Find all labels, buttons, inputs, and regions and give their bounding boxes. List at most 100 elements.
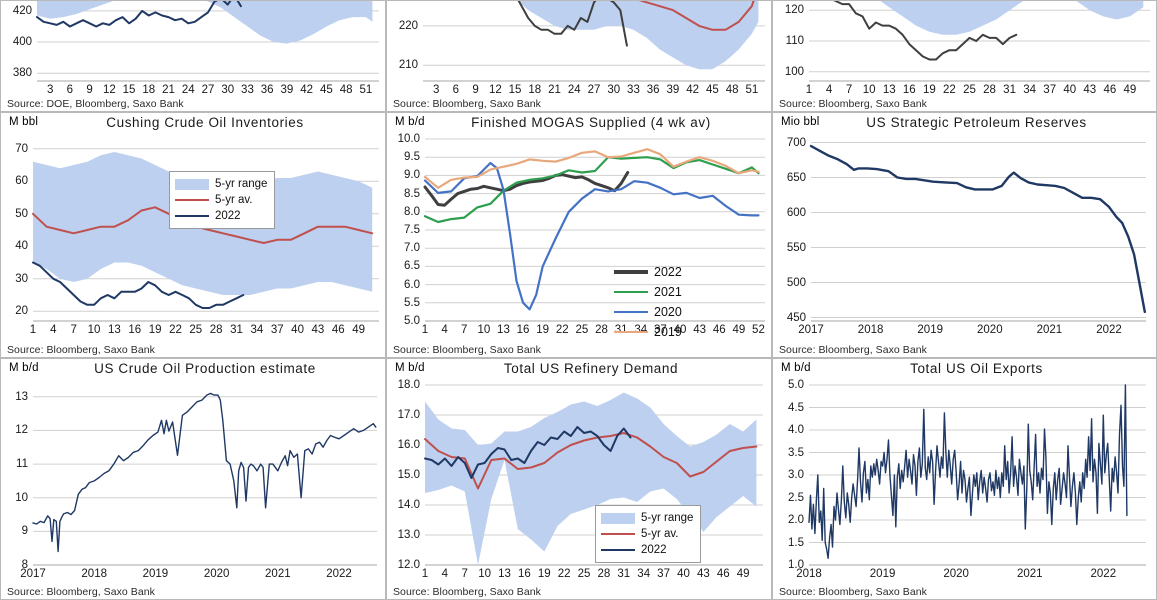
- y-axis-tick-label: 10: [15, 491, 28, 504]
- y-axis-tick-label: 1.5: [788, 536, 804, 549]
- plot-area: [36, 1, 379, 82]
- y-axis-tick-label: 6.0: [404, 278, 420, 291]
- plot-area: [808, 384, 1146, 566]
- x-axis-tick-label: 34: [634, 324, 648, 336]
- x-axis-tick-label: 28: [983, 84, 996, 96]
- x-axis-tick-label: 25: [963, 84, 976, 96]
- x-axis-tick-label: 45: [705, 84, 719, 96]
- x-axis-tick-label: 16: [128, 324, 142, 336]
- x-axis-tick-label: 19: [148, 324, 162, 336]
- legend-item: 2022: [175, 208, 267, 224]
- y-axis-unit-label: M b/d: [781, 362, 811, 374]
- x-axis-tick-label: 12: [102, 84, 116, 96]
- legend-line-swatch: [614, 270, 648, 274]
- x-axis-tick-label: 34: [250, 324, 264, 336]
- x-axis-tick-label: 46: [1103, 84, 1117, 96]
- source-note: Source: DOE, Bloomberg, Saxo Bank: [7, 98, 184, 110]
- x-axis-tick-label: 39: [280, 84, 294, 96]
- chart-title: Total US Oil Exports: [910, 361, 1043, 376]
- y-axis-tick-label: 3.5: [788, 446, 804, 459]
- legend-label: 5-yr av.: [215, 194, 253, 206]
- x-axis-tick-label: 22: [557, 568, 571, 580]
- x-axis-tick-label: 48: [725, 84, 739, 96]
- y-axis-tick-label: 1.0: [788, 559, 804, 571]
- y-axis-tick-label: 4.0: [788, 424, 804, 436]
- plot-area: [32, 139, 379, 322]
- chart-title: Total US Refinery Demand: [503, 361, 679, 376]
- x-axis-tick-label: 2019: [869, 568, 896, 580]
- y-axis-tick-label: 16.0: [397, 439, 420, 451]
- y-axis-tick-label: 11: [16, 458, 28, 471]
- plot-area: [809, 1, 1150, 82]
- y-axis-tick-label: 6.5: [404, 260, 420, 273]
- chart-panel-finished-mogas-supplied: M b/d Finished MOGAS Supplied (4 wk av) 5.…: [386, 112, 772, 358]
- x-axis-tick-label: 36: [646, 84, 660, 96]
- x-axis-tick-label: 10: [87, 324, 101, 336]
- x-axis-tick-label: 2019: [917, 324, 943, 336]
- x-axis-tick-label: 51: [745, 84, 759, 96]
- y-axis-tick-label: 7.5: [404, 224, 420, 236]
- x-axis-tick-label: 2021: [265, 568, 291, 580]
- y-axis-tick-label: 10.0: [397, 133, 420, 145]
- source-note: Source: Bloomberg, Saxo Bank: [393, 344, 541, 356]
- x-axis-tick-label: 13: [498, 568, 511, 580]
- y-axis-tick-label: 2.0: [788, 514, 804, 526]
- x-axis-tick-label: 7: [70, 324, 77, 336]
- legend-label: 5-yr av.: [641, 528, 679, 540]
- x-axis-tick-label: 3: [432, 84, 440, 96]
- y-axis-tick-label: 7.0: [404, 242, 420, 255]
- source-note: Source: Bloomberg, Saxo Bank: [393, 98, 541, 110]
- y-axis-tick-label: 8: [21, 559, 28, 571]
- x-axis-tick-label: 10: [478, 568, 492, 580]
- x-axis-tick-label: 9: [472, 84, 479, 96]
- y-axis-unit-label: M b/d: [395, 116, 425, 128]
- x-axis-tick-label: 6: [452, 84, 460, 96]
- y-axis-tick-label: 3.0: [788, 469, 804, 481]
- x-axis-tick-label: 46: [712, 324, 726, 336]
- x-axis-tick-label: 13: [108, 324, 121, 336]
- x-axis-tick-label: 37: [270, 324, 284, 336]
- x-axis-tick-label: 36: [260, 84, 274, 96]
- chart-legend: 5-yr range 5-yr av. 2022: [169, 171, 276, 229]
- x-axis-tick-label: 1: [421, 568, 429, 580]
- x-axis-tick-label: 2022: [1090, 568, 1117, 580]
- y-axis-tick-label: 420: [12, 4, 32, 17]
- legend-item: 2021: [614, 282, 682, 302]
- x-axis-tick-label: 33: [627, 84, 640, 96]
- y-axis-tick-label: 550: [786, 241, 806, 254]
- y-axis-tick-label: 17.0: [397, 409, 420, 421]
- source-note: Source: Bloomberg, Saxo Bank: [779, 586, 927, 598]
- x-axis-tick-label: 24: [181, 84, 195, 96]
- plot-area: [32, 385, 377, 566]
- legend-line-swatch: [601, 533, 635, 535]
- x-axis-tick-label: 16: [518, 568, 531, 580]
- y-axis-tick-label: 400: [12, 36, 32, 49]
- chart-title: US Strategic Petroleum Reserves: [866, 115, 1087, 130]
- x-axis-tick-label: 46: [331, 324, 345, 336]
- y-axis-tick-label: 5.5: [404, 296, 420, 309]
- x-axis-tick-label: 43: [693, 324, 707, 336]
- x-axis-tick-label: 2021: [1016, 568, 1043, 580]
- plot-area: [423, 1, 765, 82]
- x-axis-tick-label: 40: [291, 324, 304, 336]
- x-axis-tick-label: 4: [50, 324, 57, 336]
- x-axis-tick-label: 15: [122, 84, 136, 96]
- y-axis-tick-label: 9: [21, 525, 28, 538]
- y-axis-tick-label: 4.5: [788, 401, 804, 414]
- x-axis-tick-label: 27: [201, 84, 215, 96]
- legend-item: 5-yr range: [175, 176, 267, 192]
- y-axis-tick-label: 60: [15, 175, 28, 188]
- y-axis-tick-label: 50: [15, 207, 28, 220]
- source-note: Source: Bloomberg, Saxo Bank: [393, 586, 541, 598]
- x-axis-tick-label: 37: [657, 568, 670, 580]
- source-note: Source: Bloomberg, Saxo Bank: [7, 586, 155, 598]
- y-axis-unit-label: M b/d: [395, 362, 425, 374]
- y-axis-tick-label: 110: [785, 35, 804, 47]
- x-axis-tick-label: 33: [241, 84, 254, 96]
- legend-label: 5-yr range: [215, 178, 268, 190]
- x-axis-tick-label: 27: [587, 84, 601, 96]
- y-axis-tick-label: 14.0: [397, 499, 420, 511]
- x-axis-tick-label: 30: [221, 84, 235, 96]
- x-axis-tick-label: 42: [300, 84, 314, 96]
- x-axis-tick-label: 43: [696, 568, 710, 580]
